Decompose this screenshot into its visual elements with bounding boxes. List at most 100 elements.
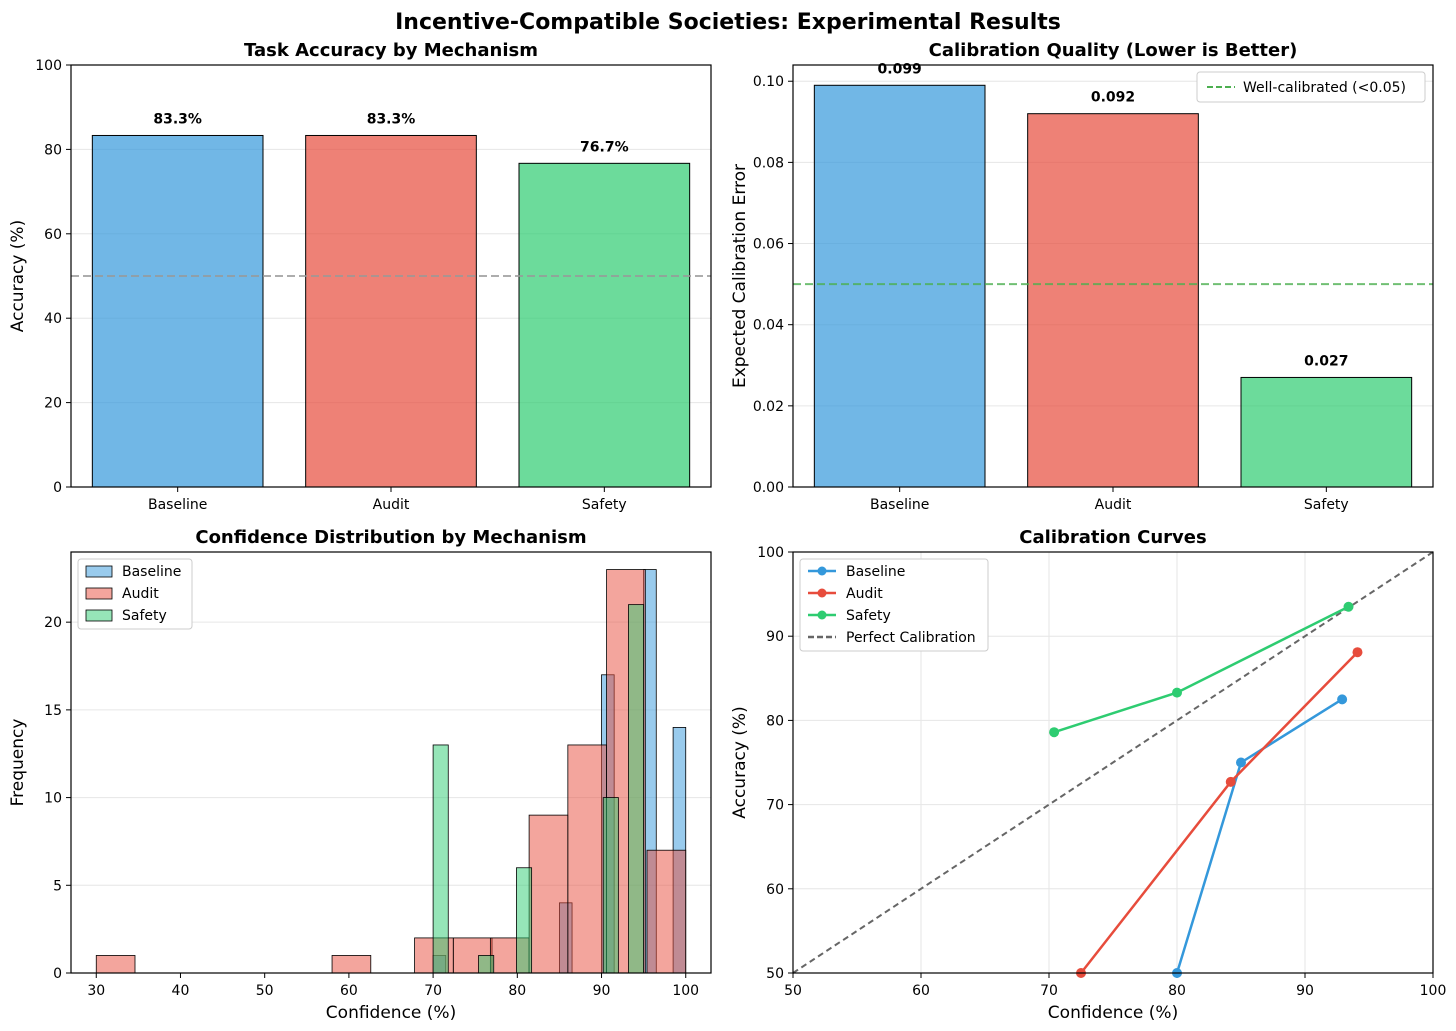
bar-value-label: 0.092 bbox=[1091, 90, 1135, 106]
x-tick-label: Baseline bbox=[148, 497, 207, 513]
legend-label: Safety bbox=[122, 608, 167, 624]
x-tick-label: 70 bbox=[1040, 983, 1058, 999]
x-tick-label: 30 bbox=[87, 983, 105, 999]
figure-title: Incentive-Compatible Societies: Experime… bbox=[395, 10, 1061, 35]
data-point-audit bbox=[1225, 776, 1236, 787]
bar-value-label: 0.099 bbox=[878, 61, 922, 77]
data-point-safety bbox=[1172, 687, 1182, 698]
hist-bar-audit bbox=[95, 955, 136, 974]
y-tick-label: 0.04 bbox=[753, 318, 784, 334]
y-tick-label: 80 bbox=[766, 713, 784, 729]
panel-title: Calibration Quality (Lower is Better) bbox=[929, 40, 1298, 61]
hist-bar-safety bbox=[602, 797, 619, 974]
y-tick-label: 0 bbox=[53, 966, 62, 982]
legend-label: Safety bbox=[846, 608, 891, 624]
panel-title: Task Accuracy by Mechanism bbox=[244, 40, 538, 61]
y-tick-label: 20 bbox=[44, 396, 62, 412]
x-tick-label: Safety bbox=[582, 497, 627, 513]
bar-audit bbox=[305, 134, 477, 488]
y-axis-label: Accuracy (%) bbox=[730, 706, 750, 818]
data-point-safety bbox=[1343, 601, 1354, 612]
plot-border bbox=[70, 64, 712, 488]
legend-swatch bbox=[85, 609, 113, 622]
x-tick-label: 90 bbox=[593, 983, 611, 999]
bar-value-label: 83.3% bbox=[367, 111, 416, 127]
x-tick-label: 40 bbox=[172, 983, 190, 999]
y-tick-label: 0.08 bbox=[753, 155, 784, 171]
panel-calibration-curves: 50 60 70 80 90 100 50 60 70 80 90 100 Calibration Cu… bbox=[730, 527, 1446, 1023]
data-point-safety bbox=[1049, 727, 1060, 738]
y-tick-label: 40 bbox=[44, 311, 62, 327]
y-tick-label: 100 bbox=[757, 545, 784, 561]
y-tick-label: 10 bbox=[44, 791, 62, 807]
legend-marker bbox=[817, 588, 827, 598]
x-tick-label: 100 bbox=[1420, 983, 1447, 999]
legend-box bbox=[799, 558, 989, 652]
y-tick-label: 5 bbox=[53, 878, 62, 894]
legend-label: Audit bbox=[846, 586, 883, 602]
data-point-audit bbox=[1352, 647, 1363, 658]
bar-value-label: 0.027 bbox=[1304, 353, 1348, 369]
bar-baseline bbox=[91, 134, 264, 488]
x-tick-label: Safety bbox=[1304, 497, 1349, 513]
hist-bar-safety bbox=[478, 955, 495, 974]
x-axis-label: Confidence (%) bbox=[1048, 1003, 1178, 1023]
x-tick-label: 50 bbox=[784, 983, 802, 999]
plot-border bbox=[792, 551, 1434, 974]
panel-confidence-distribution: 0 5 10 15 20 30 40 50 60 70 80 90 100 Confidence Dist… bbox=[8, 527, 712, 1023]
legend-marker bbox=[817, 566, 827, 576]
x-tick-label: 80 bbox=[508, 983, 526, 999]
panel-calibration-quality: 0.00 0.02 0.04 0.06 0.08 0.10 0.099 Baseline 0.0… bbox=[730, 40, 1434, 513]
y-axis-label: Frequency bbox=[8, 719, 28, 807]
legend: Baseline Audit Safety bbox=[77, 558, 193, 630]
bar-audit bbox=[1027, 113, 1199, 488]
x-tick-label: Baseline bbox=[870, 497, 929, 513]
hist-bar-safety bbox=[432, 744, 449, 974]
data-point-baseline bbox=[1236, 757, 1246, 768]
x-tick-label: 50 bbox=[256, 983, 274, 999]
legend: Well-calibrated (<0.05) bbox=[1196, 71, 1426, 103]
legend-swatch bbox=[85, 565, 113, 578]
legend-box bbox=[1196, 71, 1426, 103]
x-tick-label: Audit bbox=[1095, 497, 1132, 513]
y-tick-label: 70 bbox=[766, 798, 784, 814]
legend-label: Perfect Calibration bbox=[846, 630, 976, 646]
legend-label: Audit bbox=[122, 586, 159, 602]
series-line-safety bbox=[1053, 605, 1350, 734]
y-tick-label: 15 bbox=[44, 703, 62, 719]
y-tick-label: 60 bbox=[766, 882, 784, 898]
y-tick-label: 60 bbox=[44, 227, 62, 243]
perfect-calibration-line bbox=[792, 551, 1434, 974]
legend-marker bbox=[817, 610, 827, 620]
legend-label: Well-calibrated (<0.05) bbox=[1243, 80, 1406, 96]
x-tick-label: Audit bbox=[373, 497, 410, 513]
y-tick-label: 20 bbox=[44, 615, 62, 631]
legend-label: Baseline bbox=[122, 564, 181, 580]
x-tick-label: 70 bbox=[424, 983, 442, 999]
panel-title: Confidence Distribution by Mechanism bbox=[195, 527, 586, 548]
x-tick-label: 90 bbox=[1296, 983, 1314, 999]
y-tick-label: 80 bbox=[44, 142, 62, 158]
y-tick-label: 0.10 bbox=[753, 74, 784, 90]
hist-bar-audit bbox=[528, 814, 569, 974]
panel-title: Calibration Curves bbox=[1019, 527, 1206, 548]
bar-safety bbox=[1240, 376, 1413, 488]
x-tick-label: 60 bbox=[340, 983, 358, 999]
bar-value-label: 83.3% bbox=[153, 111, 202, 127]
hist-bar-audit bbox=[567, 744, 607, 974]
legend-swatch bbox=[85, 587, 113, 600]
plot-border bbox=[70, 551, 712, 974]
y-tick-label: 0.00 bbox=[753, 480, 784, 496]
legend: Baseline Audit Safety Perfect Calibration bbox=[799, 558, 989, 652]
plot-border bbox=[792, 64, 1434, 488]
y-tick-label: 0 bbox=[53, 480, 62, 496]
hist-bar-safety bbox=[516, 867, 533, 974]
x-tick-label: 80 bbox=[1168, 983, 1186, 999]
x-axis-label: Confidence (%) bbox=[326, 1003, 456, 1023]
hist-bar-audit bbox=[331, 955, 372, 974]
series-line-baseline bbox=[1175, 698, 1343, 974]
y-tick-label: 100 bbox=[35, 58, 62, 74]
series-line-audit bbox=[1080, 651, 1359, 974]
y-axis-label: Accuracy (%) bbox=[8, 220, 28, 332]
